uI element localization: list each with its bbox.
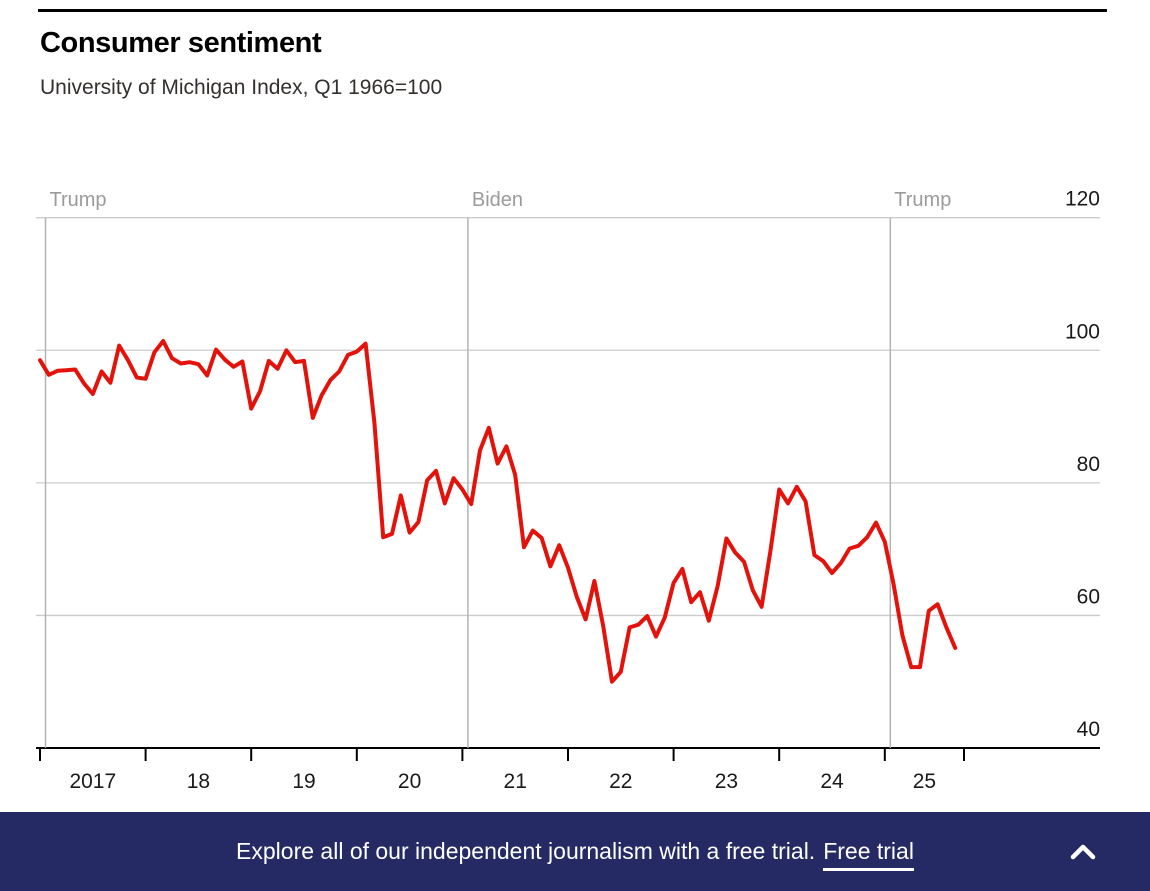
x-axis-label-22: 22	[609, 770, 632, 793]
banner-message: Explore all of our independent journalis…	[236, 838, 816, 864]
president-label-0: Trump	[50, 189, 107, 211]
chevron-up-icon	[1070, 844, 1096, 859]
y-axis-label-100: 100	[1065, 320, 1100, 343]
y-axis-label-60: 60	[1077, 585, 1100, 608]
subscription-banner: Explore all of our independent journalis…	[0, 812, 1150, 891]
top-rule	[38, 9, 1107, 12]
y-axis-label-120: 120	[1065, 188, 1100, 211]
consumer-sentiment-chart: 40 60 80 100 120 Trump Biden Trump 2017 18 19 20 21 2…	[36, 188, 1100, 793]
x-axis-label-18: 18	[187, 770, 210, 793]
x-axis-label-23: 23	[715, 770, 738, 793]
y-axis-label-80: 80	[1077, 453, 1100, 476]
x-axis-label-25: 25	[913, 770, 936, 793]
x-axis-label-24: 24	[820, 770, 844, 793]
banner-message-row: Explore all of our independent journalis…	[236, 838, 914, 871]
x-axis-label-19: 19	[292, 770, 315, 793]
chart-subtitle: University of Michigan Index, Q1 1966=10…	[40, 76, 443, 99]
x-axis-label-2017: 2017	[69, 770, 116, 793]
x-axis-label-20: 20	[398, 770, 421, 793]
president-label-2: Trump	[894, 189, 951, 211]
collapse-banner-button[interactable]	[1066, 840, 1100, 864]
sentiment-line	[38, 339, 958, 684]
president-label-1: Biden	[472, 189, 523, 211]
chart-title: Consumer sentiment	[40, 27, 322, 59]
x-axis-label-21: 21	[504, 770, 527, 793]
y-axis-label-40: 40	[1077, 718, 1100, 741]
free-trial-link[interactable]: Free trial	[823, 838, 914, 871]
